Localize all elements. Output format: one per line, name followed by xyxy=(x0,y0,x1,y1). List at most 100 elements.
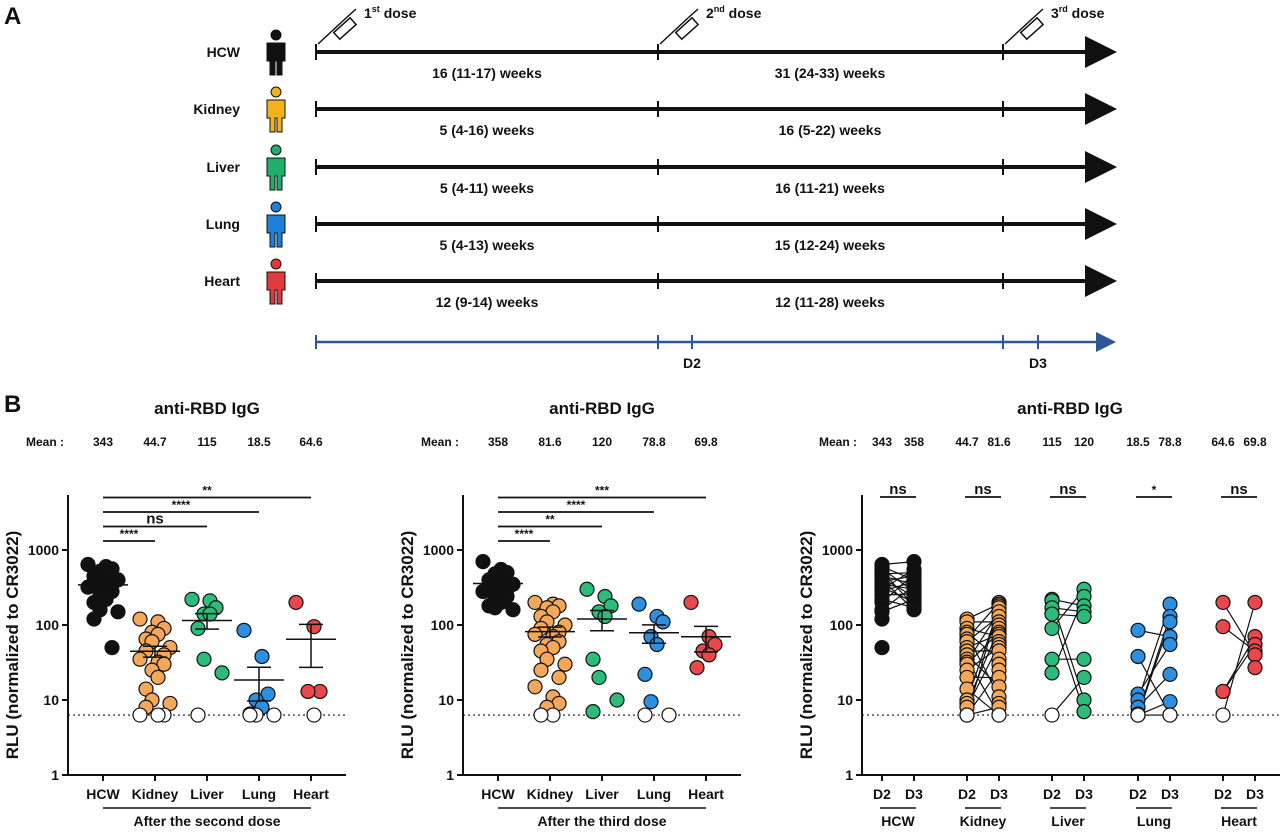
data-point xyxy=(585,704,601,720)
significance-label: ** xyxy=(202,484,212,498)
person-body xyxy=(266,214,286,248)
x-tick-label: HCW xyxy=(86,786,120,802)
person-body xyxy=(266,99,286,133)
x-tick-label: Kidney xyxy=(527,786,574,802)
data-point xyxy=(551,669,567,686)
data-point xyxy=(487,600,503,616)
y-tick-label: 1000 xyxy=(423,542,454,558)
data-point xyxy=(597,608,613,625)
significance-label: **** xyxy=(172,498,191,512)
chart-title: anti-RBD IgG xyxy=(154,399,260,418)
mean-value: 18.5 xyxy=(247,435,271,449)
data-point xyxy=(475,583,491,600)
person-head xyxy=(270,201,282,213)
data-point xyxy=(80,579,96,595)
x-tick-label: D3 xyxy=(990,786,1008,802)
person-body xyxy=(266,157,286,191)
data-point xyxy=(1162,707,1178,723)
x-tick-label: D2 xyxy=(1129,786,1147,802)
data-point xyxy=(689,660,705,676)
data-point xyxy=(150,669,166,686)
data-point xyxy=(655,614,671,630)
group-label: Liver xyxy=(1051,813,1085,829)
syringe-needle xyxy=(317,17,347,45)
dose-ordinal: rd xyxy=(1059,4,1068,14)
interval-1-2: 5 (4-16) weeks xyxy=(440,122,535,138)
data-point xyxy=(254,648,270,665)
data-point xyxy=(1215,707,1231,723)
data-point xyxy=(288,594,304,611)
y-tick-label: 1 xyxy=(845,767,853,783)
mean-value: 343 xyxy=(872,435,892,449)
mean-value: 120 xyxy=(1074,435,1094,449)
interval-1-2: 16 (11-17) weeks xyxy=(432,65,542,81)
group-label: Lung xyxy=(1137,813,1171,829)
data-point xyxy=(1215,594,1231,611)
data-point xyxy=(527,626,543,642)
mean-value: 44.7 xyxy=(143,435,167,449)
mean-label: Mean : xyxy=(819,435,857,449)
person-head xyxy=(270,86,282,98)
data-point xyxy=(1044,620,1060,637)
mean-value: 44.7 xyxy=(955,435,979,449)
mean-label: Mean : xyxy=(421,435,459,449)
data-point xyxy=(1044,651,1060,667)
data-point xyxy=(1162,666,1178,682)
significance-label: ns xyxy=(1230,481,1248,498)
significance-label: ns xyxy=(146,511,164,528)
group-label: Heart xyxy=(204,273,240,289)
data-point xyxy=(132,611,148,627)
paired-chart: anti-RBD IgG Mean : 343 358 44.7 81.6 115 120 18… xyxy=(797,399,1280,829)
y-axis-label: RLU (normalized to CR3022) xyxy=(398,531,417,760)
syringe-barrel xyxy=(674,16,700,41)
mean-value: 81.6 xyxy=(538,435,562,449)
dose-label: 1st dose xyxy=(364,4,417,21)
mean-value: 115 xyxy=(1042,435,1062,449)
x-tick-label: D3 xyxy=(1246,786,1264,802)
interval-2-3: 12 (11-28) weeks xyxy=(775,294,885,310)
data-point xyxy=(1044,707,1060,723)
data-point xyxy=(643,694,659,710)
significance-label: **** xyxy=(515,527,534,541)
x-tick-label: Heart xyxy=(688,786,724,802)
y-tick-label: 1 xyxy=(446,767,454,783)
person-body xyxy=(266,42,286,76)
syringe-icon xyxy=(317,8,358,45)
y-tick-label: 100 xyxy=(830,617,854,633)
person-head xyxy=(270,29,282,41)
mean-value: 358 xyxy=(904,435,924,449)
data-point xyxy=(591,669,607,686)
y-tick-label: 1 xyxy=(51,767,59,783)
x-tick-label: Heart xyxy=(293,786,329,802)
x-tick-label: D2 xyxy=(873,786,891,802)
mean-value: 78.8 xyxy=(642,435,666,449)
data-point xyxy=(190,707,206,723)
mean-value: 64.6 xyxy=(1211,435,1235,449)
data-point xyxy=(637,666,653,682)
x-tick-label: D2 xyxy=(958,786,976,802)
mean-value: 343 xyxy=(93,435,113,449)
data-point xyxy=(132,707,148,723)
y-tick-label: 100 xyxy=(36,617,60,633)
mean-value: 64.6 xyxy=(299,435,323,449)
x-tick-label: Lung xyxy=(637,786,671,802)
person-icon xyxy=(266,29,286,76)
y-tick-label: 10 xyxy=(438,692,454,708)
mean-value: 69.8 xyxy=(1243,435,1267,449)
interval-2-3: 16 (5-22) weeks xyxy=(779,122,882,138)
x-tick-label: D3 xyxy=(1075,786,1093,802)
data-point xyxy=(1076,704,1092,720)
data-point xyxy=(242,707,258,723)
syringe-barrel xyxy=(1019,16,1045,41)
person-icon xyxy=(266,86,286,133)
mean-value: 18.5 xyxy=(1126,435,1150,449)
data-point xyxy=(1247,647,1263,663)
data-point xyxy=(533,707,549,723)
interval-2-3: 16 (11-21) weeks xyxy=(775,180,885,196)
x-tick-label: HCW xyxy=(481,786,515,802)
data-point xyxy=(1076,651,1092,667)
y-tick-label: 1000 xyxy=(822,542,853,558)
data-point xyxy=(991,707,1007,723)
person-icon xyxy=(266,201,286,248)
